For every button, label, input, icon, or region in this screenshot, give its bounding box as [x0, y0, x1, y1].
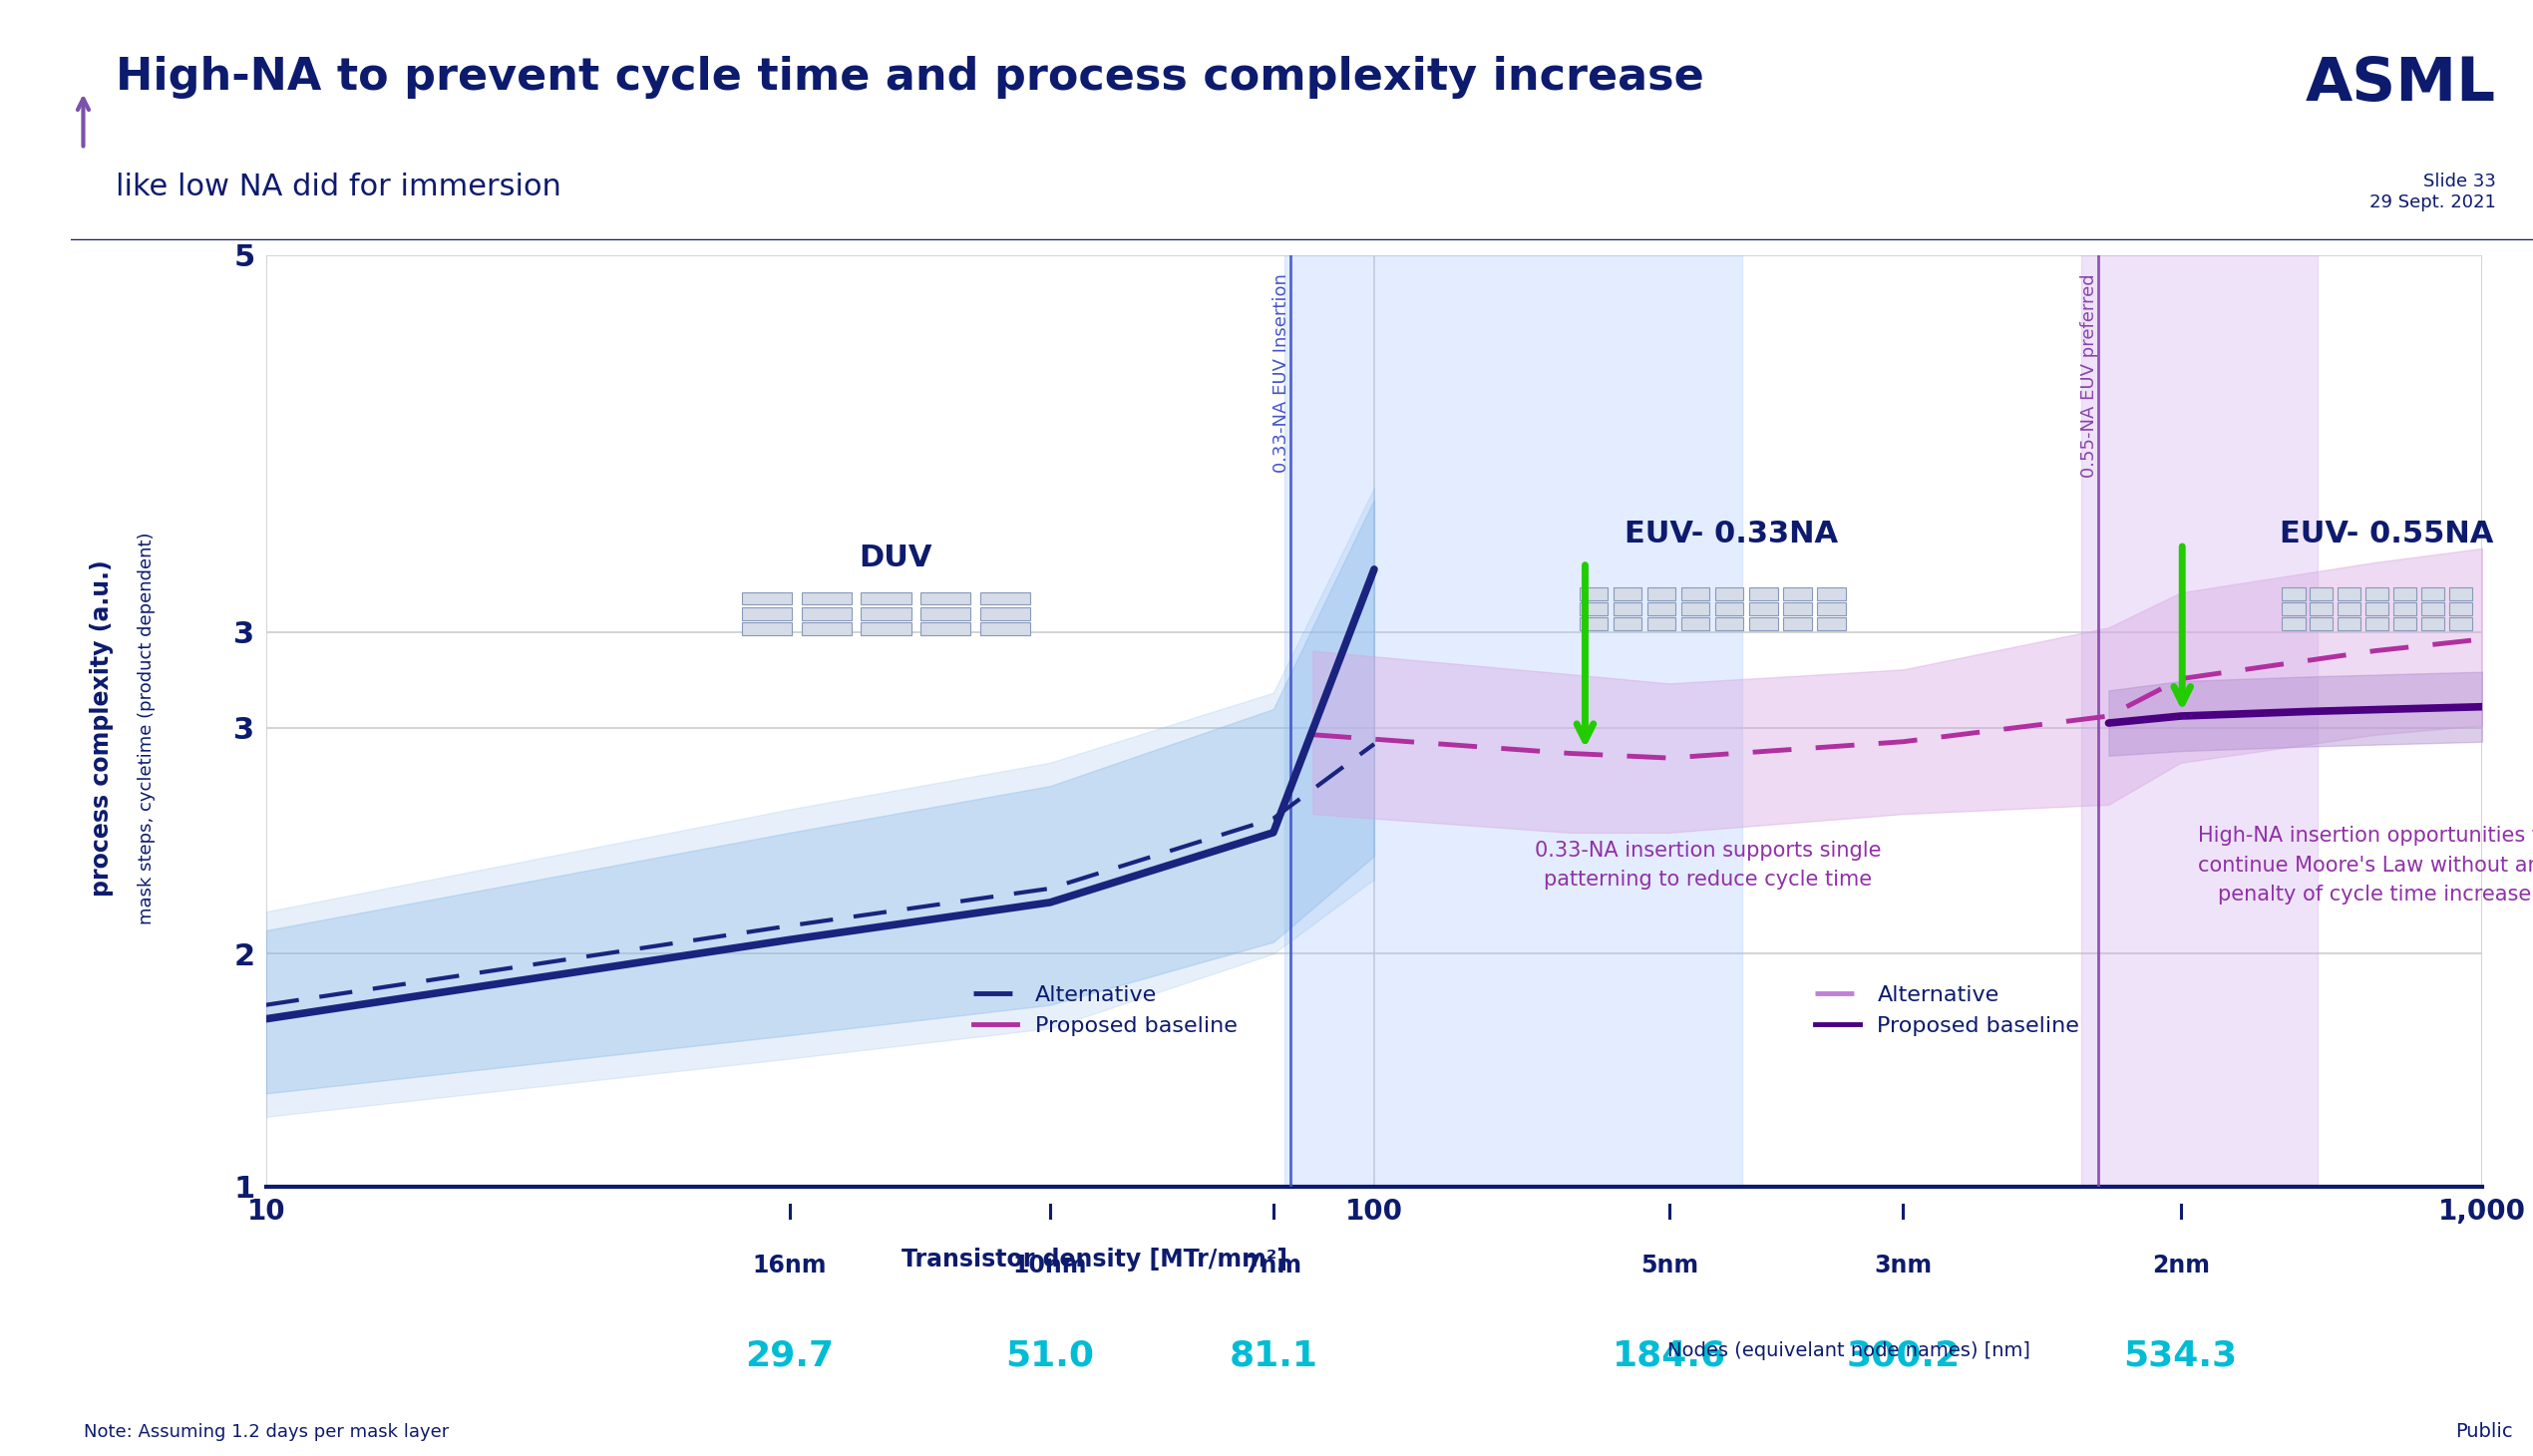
Text: Note: Assuming 1.2 days per mask layer: Note: Assuming 1.2 days per mask layer — [84, 1424, 448, 1441]
FancyBboxPatch shape — [1816, 617, 1847, 630]
Text: Public: Public — [2454, 1423, 2513, 1441]
FancyBboxPatch shape — [1578, 603, 1608, 616]
Text: 3nm: 3nm — [1874, 1254, 1933, 1277]
FancyBboxPatch shape — [919, 607, 970, 620]
FancyBboxPatch shape — [2310, 603, 2333, 616]
FancyBboxPatch shape — [1750, 603, 1778, 616]
Text: Transistor density [MTr/mm²]: Transistor density [MTr/mm²] — [902, 1248, 1287, 1271]
Text: like low NA did for immersion: like low NA did for immersion — [114, 173, 560, 202]
FancyBboxPatch shape — [1614, 587, 1641, 600]
FancyBboxPatch shape — [1750, 587, 1778, 600]
Text: 534.3: 534.3 — [2123, 1340, 2237, 1373]
FancyBboxPatch shape — [2449, 617, 2472, 630]
FancyBboxPatch shape — [2338, 603, 2361, 616]
Text: EUV: EUV — [23, 700, 48, 756]
FancyBboxPatch shape — [1682, 617, 1710, 630]
FancyBboxPatch shape — [1750, 617, 1778, 630]
Text: Slide 33
29 Sept. 2021: Slide 33 29 Sept. 2021 — [2368, 173, 2495, 211]
FancyBboxPatch shape — [2310, 587, 2333, 600]
FancyBboxPatch shape — [742, 622, 793, 635]
Text: 10nm: 10nm — [1013, 1254, 1087, 1277]
FancyBboxPatch shape — [1816, 603, 1847, 616]
FancyBboxPatch shape — [861, 607, 912, 620]
Bar — [1284, 255, 1743, 1187]
Text: 0.33-NA EUV Insertion: 0.33-NA EUV Insertion — [1272, 274, 1289, 473]
FancyBboxPatch shape — [919, 622, 970, 635]
Text: Nodes (equivelant node names) [nm]: Nodes (equivelant node names) [nm] — [1667, 1341, 2031, 1361]
FancyBboxPatch shape — [980, 622, 1031, 635]
FancyBboxPatch shape — [2422, 587, 2444, 600]
FancyBboxPatch shape — [2366, 587, 2389, 600]
FancyBboxPatch shape — [861, 593, 912, 604]
FancyBboxPatch shape — [800, 593, 851, 604]
FancyBboxPatch shape — [2394, 603, 2416, 616]
FancyBboxPatch shape — [1578, 587, 1608, 600]
Text: 184.6: 184.6 — [1614, 1340, 1725, 1373]
FancyBboxPatch shape — [1715, 603, 1743, 616]
FancyBboxPatch shape — [742, 593, 793, 604]
FancyBboxPatch shape — [1646, 603, 1677, 616]
FancyBboxPatch shape — [861, 622, 912, 635]
Text: 2nm: 2nm — [2151, 1254, 2209, 1277]
FancyBboxPatch shape — [742, 607, 793, 620]
Text: High-NA to prevent cycle time and process complexity increase: High-NA to prevent cycle time and proces… — [114, 55, 1705, 99]
FancyBboxPatch shape — [800, 622, 851, 635]
Text: ASML: ASML — [2305, 55, 2495, 114]
FancyBboxPatch shape — [2449, 603, 2472, 616]
FancyBboxPatch shape — [2449, 587, 2472, 600]
FancyBboxPatch shape — [1646, 617, 1677, 630]
FancyBboxPatch shape — [2422, 617, 2444, 630]
FancyBboxPatch shape — [2282, 617, 2305, 630]
FancyBboxPatch shape — [1783, 617, 1811, 630]
FancyBboxPatch shape — [1715, 617, 1743, 630]
Text: High-NA insertion opportunities to
continue Moore's Law without any
penalty of c: High-NA insertion opportunities to conti… — [2199, 826, 2533, 904]
Text: 0.55-NA EUV preferred: 0.55-NA EUV preferred — [2080, 274, 2097, 478]
FancyBboxPatch shape — [2282, 603, 2305, 616]
FancyBboxPatch shape — [2282, 587, 2305, 600]
FancyBboxPatch shape — [1614, 617, 1641, 630]
Text: 5nm: 5nm — [1641, 1254, 1697, 1277]
Text: 7nm: 7nm — [1244, 1254, 1302, 1277]
FancyBboxPatch shape — [2338, 587, 2361, 600]
FancyBboxPatch shape — [919, 593, 970, 604]
FancyBboxPatch shape — [980, 607, 1031, 620]
FancyBboxPatch shape — [2422, 603, 2444, 616]
Text: 16nm: 16nm — [752, 1254, 826, 1277]
Bar — [2082, 255, 2318, 1187]
FancyBboxPatch shape — [1816, 587, 1847, 600]
FancyBboxPatch shape — [1646, 587, 1677, 600]
FancyBboxPatch shape — [1783, 603, 1811, 616]
Text: 300.2: 300.2 — [1847, 1340, 1961, 1373]
FancyBboxPatch shape — [2310, 617, 2333, 630]
Text: EUV- 0.55NA: EUV- 0.55NA — [2280, 520, 2492, 549]
FancyBboxPatch shape — [1783, 587, 1811, 600]
Text: 51.0: 51.0 — [1006, 1340, 1094, 1373]
FancyBboxPatch shape — [2366, 617, 2389, 630]
FancyBboxPatch shape — [1682, 587, 1710, 600]
FancyBboxPatch shape — [800, 607, 851, 620]
Text: mask steps, cycletime (product dependent): mask steps, cycletime (product dependent… — [137, 531, 157, 925]
Text: process complexity (a.u.): process complexity (a.u.) — [89, 559, 114, 897]
FancyBboxPatch shape — [1682, 603, 1710, 616]
FancyBboxPatch shape — [2366, 603, 2389, 616]
Text: 81.1: 81.1 — [1229, 1340, 1317, 1373]
FancyBboxPatch shape — [1715, 587, 1743, 600]
Text: DUV: DUV — [859, 543, 932, 572]
FancyBboxPatch shape — [980, 593, 1031, 604]
FancyBboxPatch shape — [1614, 603, 1641, 616]
FancyBboxPatch shape — [2394, 587, 2416, 600]
FancyBboxPatch shape — [2338, 617, 2361, 630]
Text: EUV- 0.33NA: EUV- 0.33NA — [1624, 520, 1839, 549]
Legend: Alternative, Proposed baseline: Alternative, Proposed baseline — [1806, 977, 2087, 1045]
FancyBboxPatch shape — [1578, 617, 1608, 630]
FancyBboxPatch shape — [2394, 617, 2416, 630]
Text: 0.33-NA insertion supports single
patterning to reduce cycle time: 0.33-NA insertion supports single patter… — [1535, 840, 1882, 890]
Text: 29.7: 29.7 — [745, 1340, 833, 1373]
